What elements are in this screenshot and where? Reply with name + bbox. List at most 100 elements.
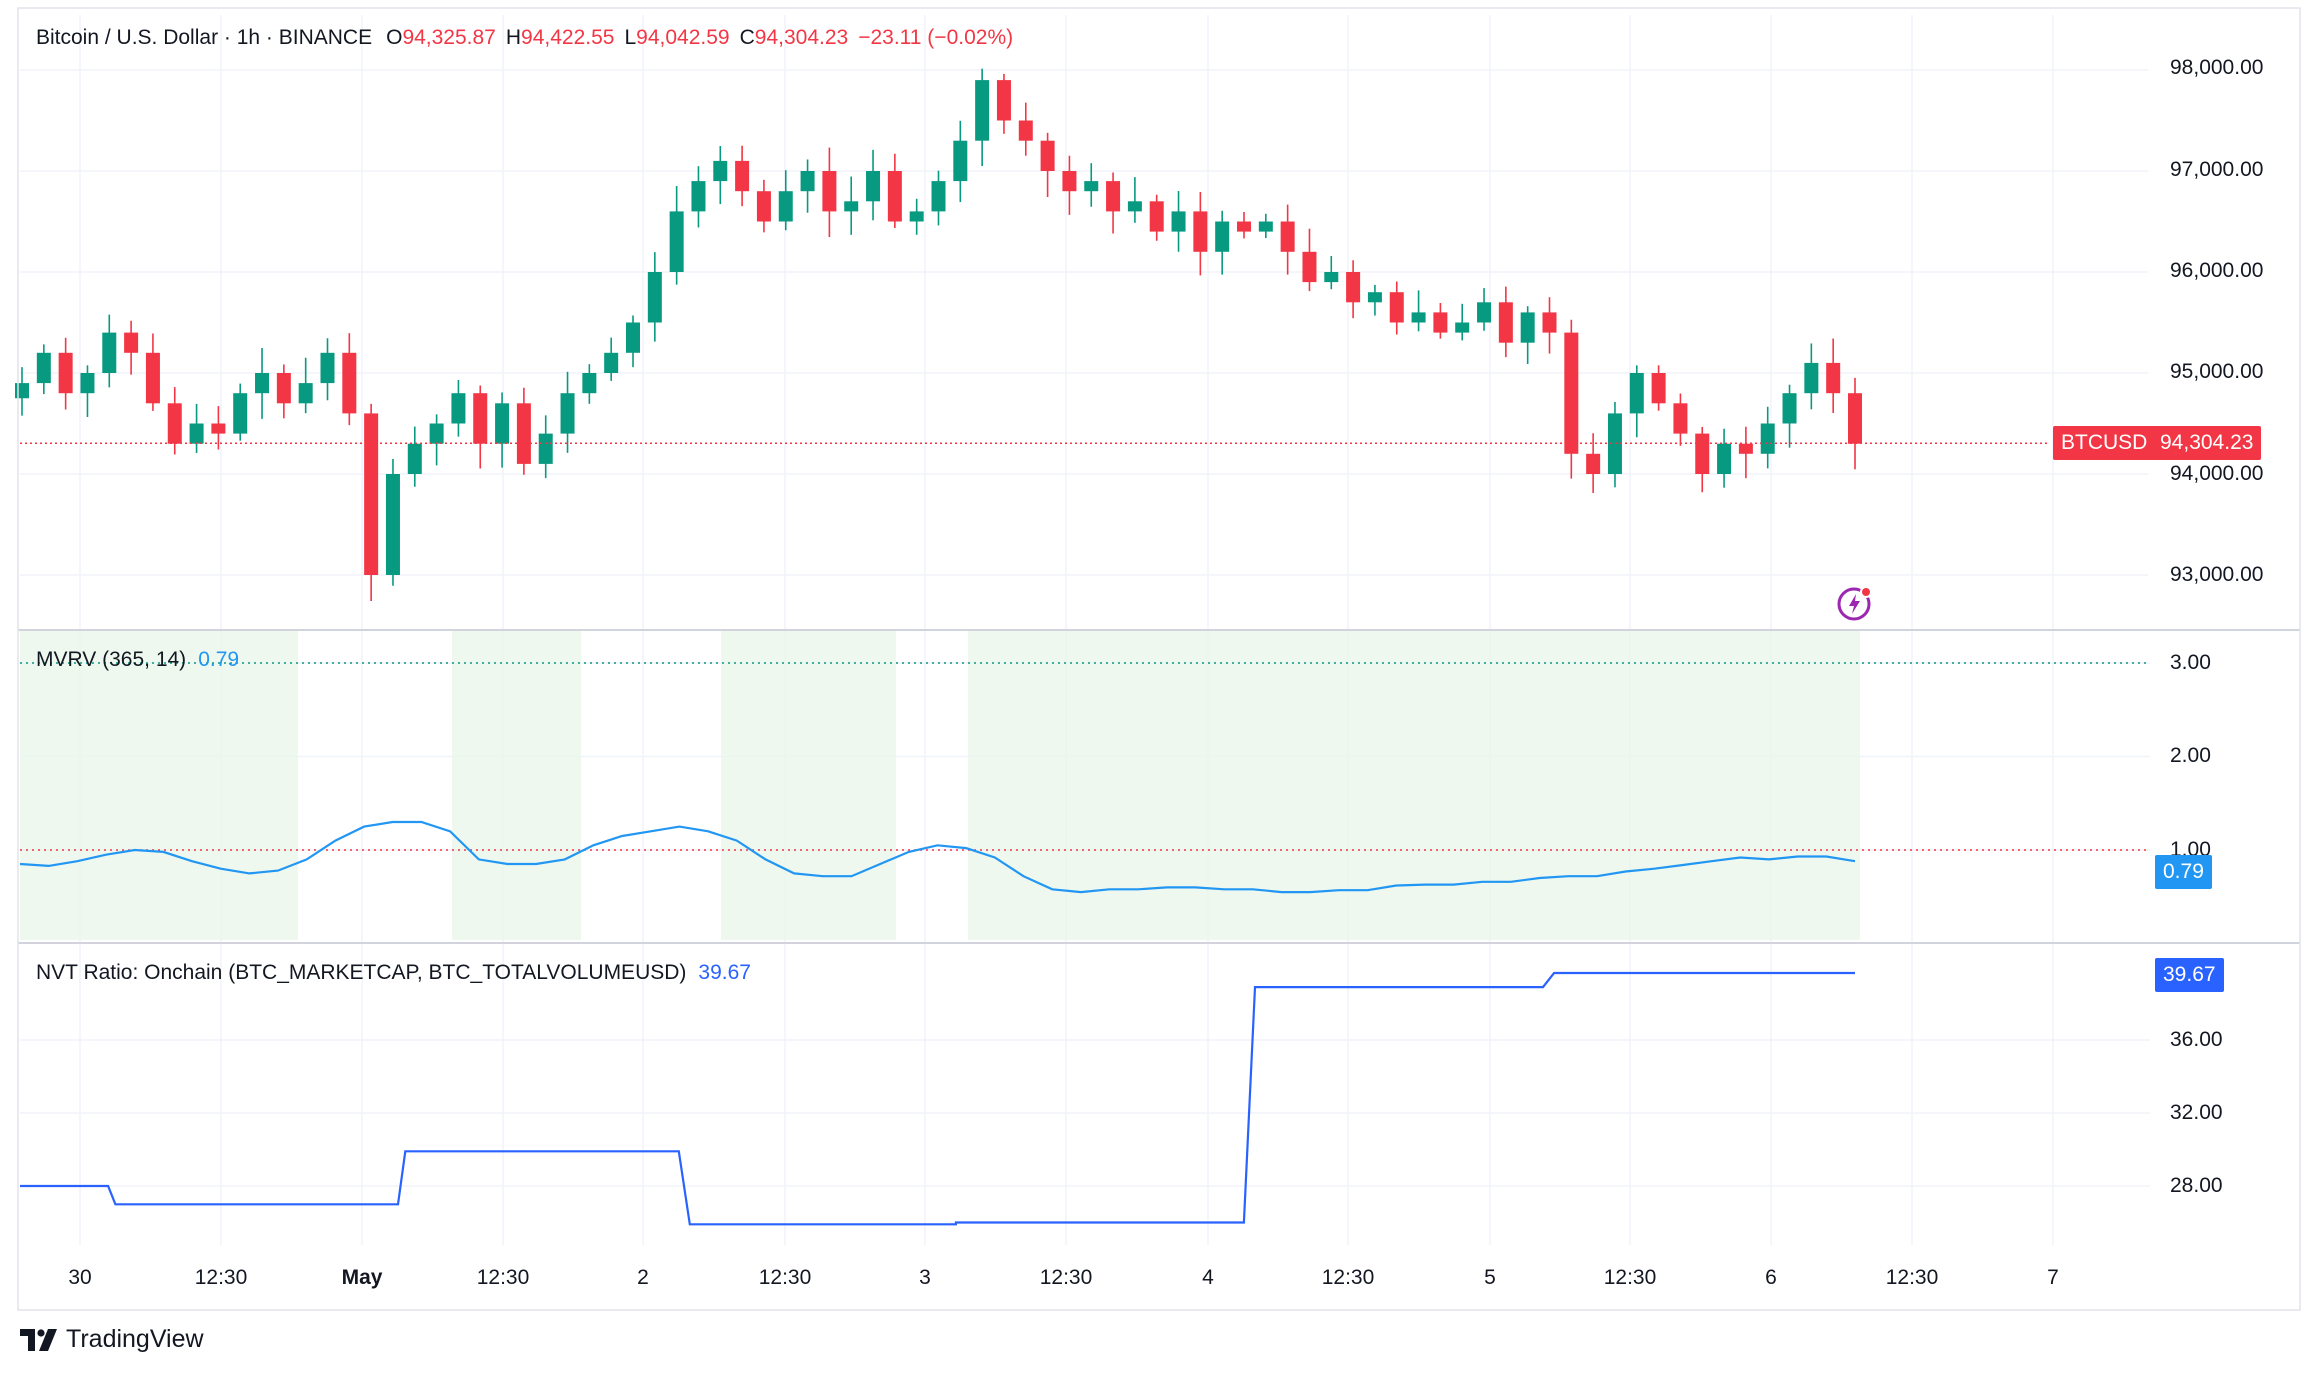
- candle-body: [364, 413, 379, 575]
- candle-body: [604, 352, 619, 373]
- price-axis-label: 97,000.00: [2170, 158, 2264, 181]
- candle-body: [560, 393, 575, 434]
- candle-body: [800, 171, 815, 192]
- footer-brand-text: TradingView: [66, 1325, 204, 1353]
- candle-body: [255, 373, 270, 394]
- time-axis-label: 5: [1484, 1266, 1496, 1289]
- time-axis-label: 12:30: [476, 1266, 530, 1289]
- time-axis-label: 12:30: [1603, 1266, 1657, 1289]
- candle-body: [1367, 292, 1382, 303]
- time-axis-label: 6: [1765, 1266, 1777, 1289]
- candle-body: [866, 171, 881, 202]
- time-axis-label: 3: [919, 1266, 931, 1289]
- candle-body: [1804, 362, 1819, 394]
- candle-body: [1498, 302, 1513, 343]
- candle-body: [1782, 393, 1797, 424]
- candle-body: [189, 423, 204, 444]
- time-axis-label: 2: [637, 1266, 649, 1289]
- candle-body: [1629, 373, 1644, 414]
- candle-body: [1346, 272, 1361, 303]
- candle-body: [1586, 453, 1601, 474]
- candle-body: [385, 474, 400, 575]
- candle-body: [1237, 221, 1251, 232]
- tradingview-logo-icon: [20, 1328, 57, 1351]
- candle-body: [1433, 312, 1448, 333]
- nvt-axis-label: 28.00: [2170, 1174, 2223, 1197]
- change-value: −23.11 (−0.02%): [858, 26, 1014, 49]
- candle-body: [1062, 171, 1077, 192]
- nvt-axis-label: 36.00: [2170, 1028, 2223, 1051]
- candle-body: [1760, 423, 1775, 454]
- high-key: H: [505, 26, 522, 49]
- candle-body: [909, 211, 924, 222]
- mvrv-axis-label: 3.00: [2170, 651, 2211, 674]
- candle-body: [713, 160, 728, 182]
- candle-body: [931, 181, 946, 212]
- mvrv-legend: MVRV (365, 14) 0.79: [36, 648, 239, 672]
- candle-body: [473, 393, 488, 444]
- candle-body: [15, 383, 29, 399]
- candle-body: [58, 352, 73, 394]
- nvt-value-tag[interactable]: 39.67: [2155, 958, 2224, 992]
- candle-body: [1564, 332, 1579, 454]
- price-axis-label: 96,000.00: [2170, 259, 2264, 282]
- time-axis-label: May: [341, 1266, 383, 1289]
- symbol-title[interactable]: Bitcoin / U.S. Dollar · 1h · BINANCE: [36, 26, 373, 49]
- candle-body: [320, 352, 335, 384]
- candle-body: [887, 171, 902, 222]
- mvrv-indicator-name[interactable]: MVRV (365, 14): [36, 648, 187, 671]
- time-axis-label: 4: [1202, 1266, 1214, 1289]
- high-value: 94,422.55: [521, 26, 615, 49]
- mvrv-shaded-regions: [20, 630, 2150, 940]
- candle-body: [669, 211, 684, 272]
- candle-body: [342, 352, 357, 414]
- candle-body: [1607, 413, 1622, 474]
- mvrv-shade-band: [452, 630, 581, 940]
- nvt-axis-label: 32.00: [2170, 1101, 2223, 1124]
- candle-body: [996, 80, 1011, 121]
- candle-body: [1673, 403, 1688, 434]
- ticker-tag[interactable]: BTCUSD: [2053, 426, 2156, 460]
- nvt-series: [20, 971, 1855, 1226]
- mvrv-shade-band: [721, 630, 896, 940]
- footer-brand[interactable]: TradingView: [20, 1325, 204, 1354]
- time-axis-label: 7: [2047, 1266, 2059, 1289]
- candle-body: [1389, 292, 1404, 323]
- candle-body: [735, 160, 750, 192]
- candle-body: [1695, 433, 1710, 474]
- pane-dividers[interactable]: [17, 7, 2301, 1311]
- nvt-indicator-name[interactable]: NVT Ratio: Onchain (BTC_MARKETCAP, BTC_T…: [36, 961, 687, 984]
- mvrv-value-tag[interactable]: 0.79: [2155, 855, 2212, 889]
- candle-body: [626, 322, 640, 353]
- price-axis-label: 94,000.00: [2170, 462, 2264, 485]
- mvrv-series: [19, 820, 1856, 894]
- time-axis-label: 12:30: [1321, 1266, 1375, 1289]
- candle-body: [756, 191, 771, 222]
- time-axis-label: 12:30: [1885, 1266, 1939, 1289]
- price-axis-label: 93,000.00: [2170, 563, 2264, 586]
- candle-body: [36, 352, 51, 384]
- candle-body: [233, 393, 248, 434]
- price-candles: [15, 68, 2050, 601]
- mvrv-indicator-value: 0.79: [198, 648, 240, 671]
- last-price-tag[interactable]: 94,304.23: [2152, 426, 2262, 460]
- candle-body: [1106, 181, 1121, 212]
- candle-body: [1520, 312, 1535, 343]
- nvt-legend: NVT Ratio: Onchain (BTC_MARKETCAP, BTC_T…: [36, 961, 751, 985]
- candle-body: [102, 332, 117, 373]
- lightning-alert-icon[interactable]: [1836, 584, 1874, 622]
- candle-body: [1542, 312, 1557, 333]
- candle-body: [1280, 221, 1295, 252]
- time-axis-label: 30: [68, 1266, 92, 1289]
- candle-body: [1848, 393, 1862, 444]
- close-value: 94,304.23: [754, 26, 849, 49]
- candle-body: [1215, 221, 1230, 252]
- candle-body: [975, 80, 990, 141]
- candle-body: [822, 171, 837, 212]
- mvrv-line: [19, 820, 1856, 894]
- candle-body: [844, 201, 859, 212]
- main-legend: Bitcoin / U.S. Dollar · 1h · BINANCE O 9…: [36, 26, 1013, 50]
- candle-body: [1324, 272, 1339, 283]
- candle-body: [1651, 373, 1666, 404]
